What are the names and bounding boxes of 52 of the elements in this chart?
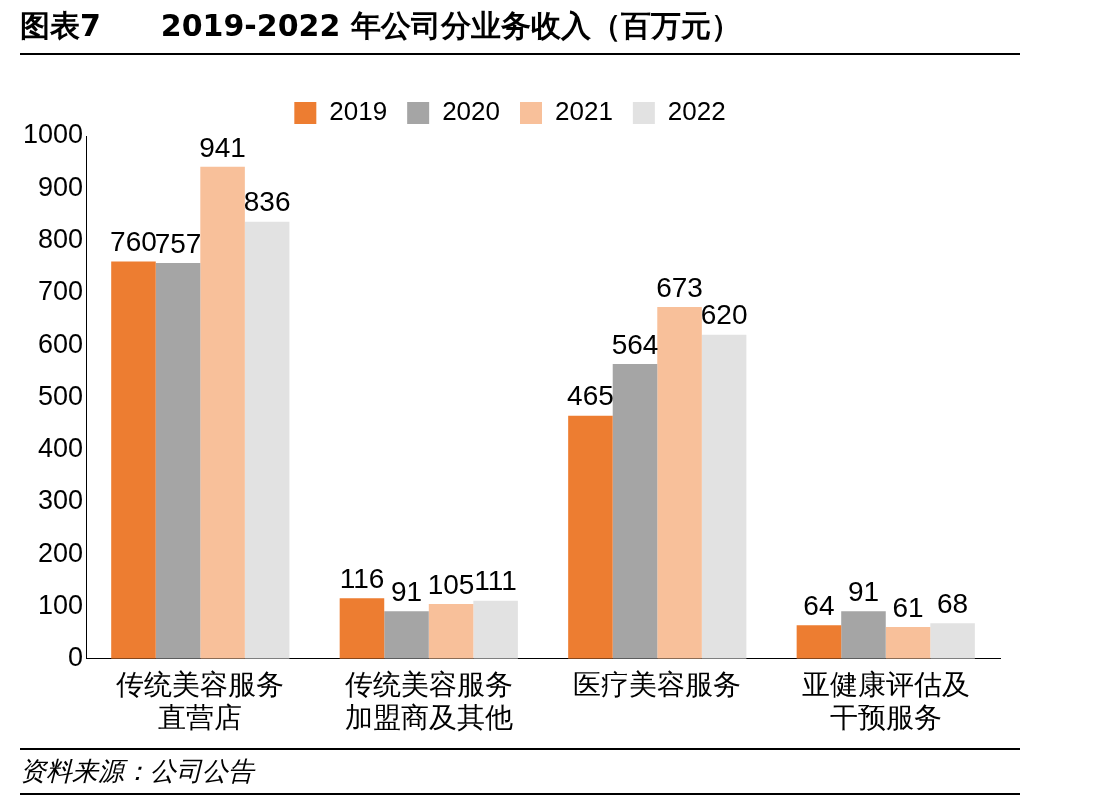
data-label: 105 <box>427 568 475 600</box>
x-tick-label: 医疗美容服务 <box>573 667 742 701</box>
bar <box>155 263 201 659</box>
y-tick-label: 200 <box>38 537 84 568</box>
data-label: 64 <box>803 590 835 622</box>
bar <box>200 166 245 659</box>
data-label: 61 <box>892 591 924 623</box>
bar <box>568 415 613 659</box>
bar <box>701 334 747 659</box>
data-label: 91 <box>390 575 423 607</box>
bar <box>841 611 886 659</box>
bar <box>796 625 842 659</box>
data-label: 111 <box>474 565 517 597</box>
bar <box>657 306 702 659</box>
data-label: 116 <box>339 562 385 594</box>
x-tick-label: 传统美容服务加盟商及其他 <box>344 667 513 735</box>
y-tick-label: 1000 <box>22 119 84 150</box>
data-label: 673 <box>656 271 703 303</box>
bar <box>612 363 658 659</box>
y-tick-label: 700 <box>38 276 84 307</box>
data-label: 68 <box>937 587 969 619</box>
y-tick-label: 800 <box>38 224 84 255</box>
y-tick-label: 100 <box>38 589 84 620</box>
bar <box>384 611 429 659</box>
bar <box>473 600 518 659</box>
data-label: 760 <box>110 226 157 258</box>
y-tick-label: 600 <box>38 328 84 359</box>
legend-label: 2020 <box>442 96 500 127</box>
data-label: 465 <box>567 380 614 412</box>
y-tick-label: 300 <box>38 485 84 516</box>
legend-label: 2019 <box>329 96 388 127</box>
y-tick-label: 400 <box>38 433 84 464</box>
data-label: 836 <box>243 186 291 218</box>
legend-label: 2021 <box>555 96 613 127</box>
bar <box>930 623 975 659</box>
x-tick-label: 亚健康评估及干预服务 <box>801 667 970 735</box>
data-label: 91 <box>847 575 880 607</box>
data-label: 620 <box>700 299 748 331</box>
bar <box>885 626 931 659</box>
bar <box>244 221 290 659</box>
y-tick-label: 900 <box>38 171 84 202</box>
bar <box>428 603 474 659</box>
y-tick-label: 0 <box>68 642 84 673</box>
bar <box>111 261 156 659</box>
data-label: 941 <box>199 131 246 163</box>
text: 资料来源：公司公告 <box>20 748 1020 795</box>
chart-title: 图表7 2019-2022 年公司分业务收入（百万元） <box>20 6 1020 55</box>
data-label: 564 <box>611 328 659 360</box>
bar <box>339 598 385 659</box>
legend-label: 2022 <box>667 96 726 127</box>
y-tick-label: 500 <box>38 380 84 411</box>
x-tick-label: 传统美容服务直营店 <box>116 667 285 735</box>
